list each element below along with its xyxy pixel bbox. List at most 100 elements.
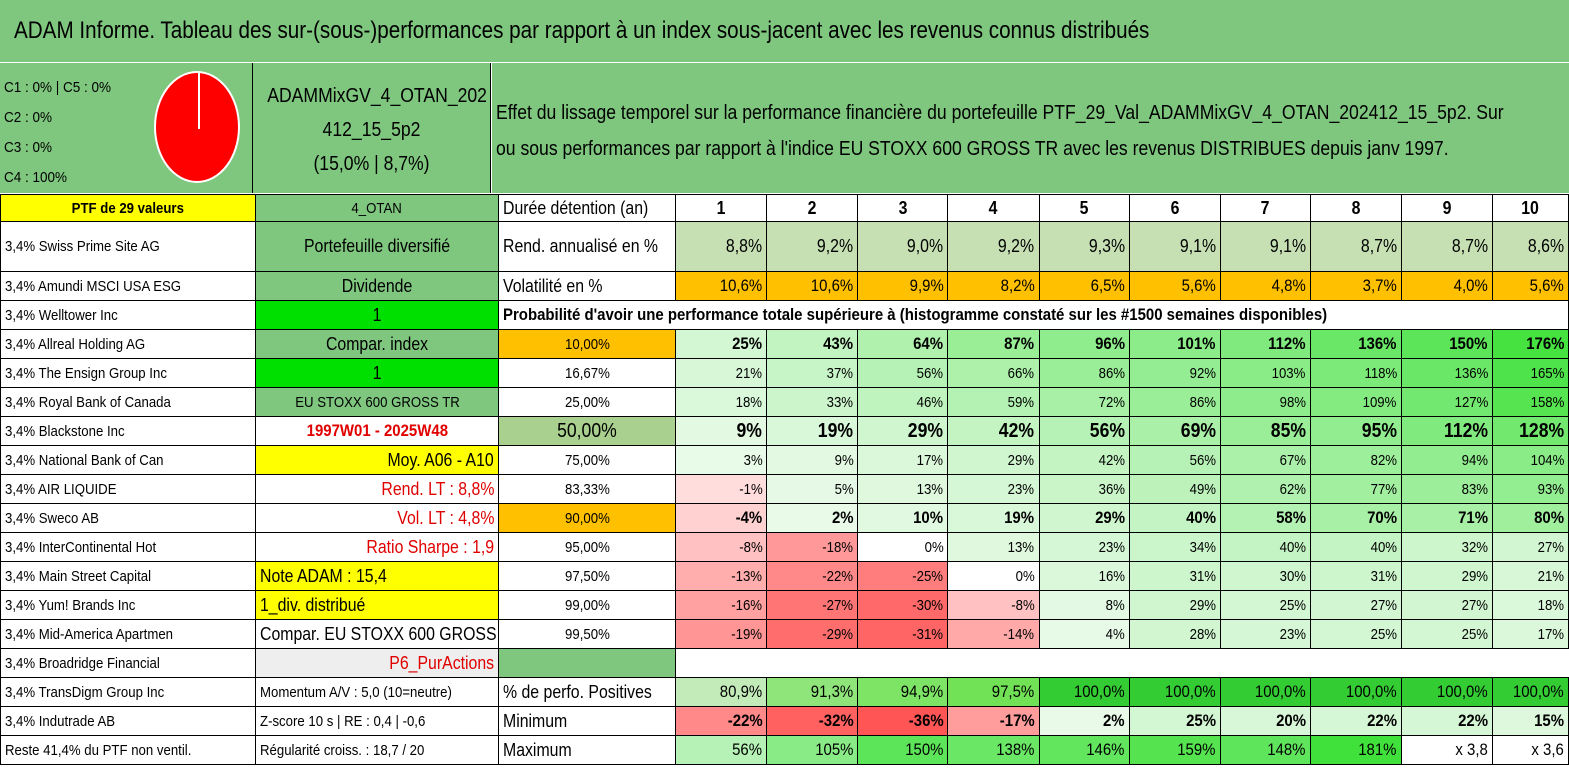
holding-name: 3,4% Mid-America Apartmen [0, 619, 257, 649]
percentile-label: 99,00% [498, 590, 677, 620]
category-line: C2 : 0% [4, 109, 53, 126]
probability-value: 37% [766, 358, 859, 388]
probability-value: 58% [1219, 503, 1311, 533]
probability-value: 16% [1038, 561, 1130, 591]
rend-value: 9,0% [857, 221, 949, 272]
probability-value: 94% [1400, 445, 1493, 475]
probability-value: 29% [1038, 503, 1130, 533]
category-line: C4 : 100% [4, 169, 68, 186]
category-pie-chart [154, 71, 240, 183]
probability-value: 66% [947, 358, 1040, 388]
probability-value: 83% [1400, 474, 1493, 504]
positive-value: 100,0% [1400, 677, 1493, 707]
rend-value: 8,8% [675, 221, 768, 272]
holding-name: 3,4% Royal Bank of Canada [0, 387, 257, 417]
probability-value: 49% [1128, 474, 1221, 504]
blank-area [676, 649, 1569, 678]
holding-name: 3,4% The Ensign Group Inc [0, 358, 257, 388]
probability-value: 128% [1491, 416, 1569, 446]
probability-value: 21% [675, 358, 768, 388]
probability-value: -8% [675, 532, 768, 562]
probability-value: 17% [1491, 619, 1569, 649]
percentile-label: 25,00% [498, 387, 677, 417]
vol-lt-label: Vol. LT : 4,8% [255, 503, 500, 533]
index-name: EU STOXX 600 GROSS TR [255, 387, 500, 417]
probability-value: 56% [857, 358, 949, 388]
positive-value: 97,5% [947, 677, 1040, 707]
rend-value: 8,7% [1400, 221, 1493, 272]
probability-value: 33% [766, 387, 859, 417]
duration-label: Durée détention (an) [498, 194, 677, 222]
probability-value: 31% [1128, 561, 1221, 591]
percentile-label: 90,00% [498, 503, 677, 533]
probability-value: -30% [857, 590, 949, 620]
year-header: 1 [675, 194, 768, 222]
probability-value: 118% [1309, 358, 1402, 388]
probability-value: -31% [857, 619, 949, 649]
portfolio-type: Portefeuille diversifié [255, 221, 500, 272]
holding-name: 3,4% TransDigm Group Inc [0, 677, 257, 707]
year-header: 10 [1491, 194, 1569, 222]
probability-value: 36% [1038, 474, 1130, 504]
probability-value: 29% [1400, 561, 1493, 591]
vol-value: 10,6% [675, 271, 768, 301]
probability-value: 32% [1400, 532, 1493, 562]
probability-value: 34% [1128, 532, 1221, 562]
dividend-label: Dividende [255, 271, 500, 301]
moy-label: Moy. A06 - A10 [255, 445, 500, 475]
minimum-value: -22% [675, 706, 768, 736]
holding-name: 3,4% Yum! Brands Inc [0, 590, 257, 620]
holding-name: 3,4% Blackstone Inc [0, 416, 257, 446]
vol-value: 5,6% [1491, 271, 1569, 301]
holding-name: 3,4% Broadridge Financial [0, 648, 257, 678]
probability-value: 18% [1491, 590, 1569, 620]
minimum-value: 22% [1309, 706, 1402, 736]
probability-value: -16% [675, 590, 768, 620]
category-line: C3 : 0% [4, 139, 53, 156]
probability-value: -1% [675, 474, 768, 504]
probability-value: 27% [1491, 532, 1569, 562]
description-box: Effet du lissage temporel sur la perform… [492, 63, 1569, 193]
probability-value: 28% [1128, 619, 1221, 649]
vol-value: 8,2% [947, 271, 1040, 301]
percentile-label: 83,33% [498, 474, 677, 504]
probability-value: -18% [766, 532, 859, 562]
probability-value: 92% [1128, 358, 1221, 388]
year-header: 6 [1128, 194, 1221, 222]
maximum-value: 159% [1128, 735, 1221, 765]
holding-name: 3,4% Welltower Inc [0, 300, 257, 330]
positive-value: 100,0% [1219, 677, 1311, 707]
maximum-value: 138% [947, 735, 1040, 765]
probability-value: 103% [1219, 358, 1311, 388]
probability-value: 13% [857, 474, 949, 504]
probability-value: -8% [947, 590, 1040, 620]
percentile-label: 99,50% [498, 619, 677, 649]
portfolio-name-line: 412_15_5p2 [322, 119, 421, 141]
probability-label: Probabilité d'avoir une performance tota… [498, 300, 1493, 330]
rend-lt-label: Rend. LT : 8,8% [255, 474, 500, 504]
probability-value: 112% [1400, 416, 1493, 446]
probability-value: 62% [1219, 474, 1311, 504]
holding-name: 3,4% Amundi MSCI USA ESG [0, 271, 257, 301]
positive-label: % de perfo. Positives [498, 677, 677, 707]
rend-label: Rend. annualisé en % [498, 221, 677, 272]
category-line: C1 : 0% | C5 : 0% [4, 79, 112, 96]
probability-value: 29% [947, 445, 1040, 475]
maximum-value: 105% [766, 735, 859, 765]
probability-value: 93% [1491, 474, 1569, 504]
probability-value: 3% [675, 445, 768, 475]
holding-name: 3,4% InterContinental Hot [0, 532, 257, 562]
report-title: ADAM Informe. Tableau des sur-(sous-)per… [0, 0, 1569, 62]
maximum-label: Maximum [498, 735, 677, 765]
positive-value: 100,0% [1128, 677, 1221, 707]
zscore-label: Z-score 10 s | RE : 0,4 | -0,6 [255, 706, 500, 736]
probability-value: 59% [947, 387, 1040, 417]
rend-value: 8,7% [1309, 221, 1402, 272]
probability-value: 25% [1400, 619, 1493, 649]
percentile-label: 95,00% [498, 532, 677, 562]
maximum-value: 146% [1038, 735, 1130, 765]
holding-name: 3,4% Allreal Holding AG [0, 329, 257, 359]
probability-value: 23% [1219, 619, 1311, 649]
description-line: ou sous performances par rapport à l'ind… [496, 138, 1449, 160]
probability-value: 82% [1309, 445, 1402, 475]
